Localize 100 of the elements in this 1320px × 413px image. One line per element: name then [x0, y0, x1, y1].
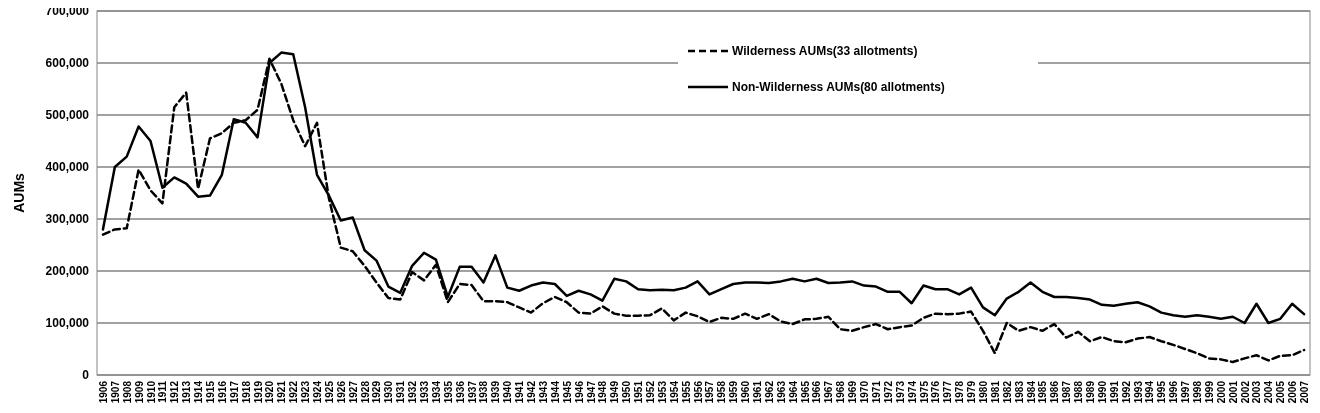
- x-tick-label: 1918: [240, 380, 252, 404]
- x-tick-label: 1929: [371, 380, 383, 404]
- x-tick-label: 1941: [514, 380, 526, 404]
- x-tick-label: 1942: [526, 380, 538, 404]
- y-tick-label: 100,000: [45, 316, 90, 331]
- x-tick-label: 1960: [740, 380, 752, 404]
- x-tick-label: 1947: [585, 380, 597, 404]
- y-tick-label: 600,000: [45, 56, 90, 71]
- x-tick-label: 1956: [692, 380, 704, 404]
- x-tick-label: 1908: [121, 380, 133, 404]
- y-tick-label: 300,000: [45, 212, 90, 227]
- x-tick-label: 1948: [597, 380, 609, 404]
- x-tick-label: 1978: [954, 380, 966, 404]
- x-tick-label: 1950: [621, 380, 633, 404]
- x-tick-label: 1991: [1108, 380, 1120, 404]
- x-tick-label: 1915: [204, 380, 216, 404]
- legend-label: Wilderness AUMs(33 allotments): [732, 44, 918, 59]
- x-tick-label: 1996: [1168, 380, 1180, 404]
- x-tick-label: 1913: [181, 380, 193, 404]
- x-tick-label: 1987: [1061, 380, 1073, 404]
- x-tick-label: 1974: [906, 380, 918, 404]
- x-tick-label: 1933: [419, 380, 431, 404]
- x-tick-label: 2000: [1215, 380, 1227, 404]
- x-tick-label: 1971: [870, 380, 882, 404]
- x-tick-label: 1921: [276, 380, 288, 404]
- x-tick-label: 1949: [609, 380, 621, 404]
- x-tick-label: 1954: [668, 380, 680, 404]
- x-tick-label: 1932: [407, 380, 419, 404]
- x-tick-label: 1973: [894, 380, 906, 404]
- x-tick-label: 1924: [312, 380, 323, 404]
- x-tick-label: 1984: [1025, 380, 1037, 404]
- x-tick-label: 1923: [300, 380, 312, 404]
- x-tick-label: 1964: [787, 380, 799, 404]
- x-tick-label: 1981: [989, 380, 1001, 404]
- x-tick-label: 1988: [1073, 380, 1085, 404]
- x-tick-label: 1961: [752, 380, 764, 404]
- x-tick-label: 1951: [633, 380, 645, 404]
- x-tick-label: 1982: [1001, 380, 1013, 404]
- x-tick-label: 1967: [823, 380, 835, 404]
- x-tick-label: 1989: [1085, 380, 1096, 404]
- x-tick-label: 1907: [109, 380, 121, 404]
- x-tick-label: 1959: [728, 380, 740, 404]
- x-tick-label: 1909: [133, 380, 145, 404]
- x-tick-label: 1946: [573, 380, 585, 404]
- x-tick-label: 1990: [1096, 380, 1108, 404]
- x-tick-label: 1922: [288, 380, 300, 404]
- x-tick-label: 1940: [502, 380, 514, 404]
- x-tick-label: 1934: [430, 380, 442, 404]
- x-tick-label: 1925: [323, 380, 335, 404]
- x-tick-label: 2001: [1227, 380, 1239, 404]
- y-tick-label: 500,000: [45, 108, 90, 123]
- y-axis-title: AUMs: [11, 172, 27, 213]
- x-tick-label: 1970: [859, 380, 871, 404]
- x-tick-label: 1976: [930, 380, 942, 404]
- x-tick-label: 1931: [395, 380, 407, 404]
- x-tick-label: 1999: [1203, 380, 1215, 404]
- x-tick-label: 1986: [1049, 380, 1061, 404]
- x-tick-label: 1966: [811, 380, 823, 404]
- x-tick-label: 1936: [454, 380, 466, 404]
- x-tick-label: 1983: [1013, 380, 1025, 404]
- x-tick-label: 1919: [252, 380, 264, 404]
- x-tick-label: 1917: [228, 380, 240, 404]
- x-tick-label: 1911: [157, 380, 169, 403]
- x-tick-label: 1972: [882, 380, 894, 404]
- x-tick-label: 1995: [1156, 380, 1168, 404]
- x-tick-label: 1957: [704, 380, 716, 404]
- x-tick-label: 2004: [1263, 380, 1275, 404]
- x-tick-label: 1958: [716, 380, 728, 404]
- x-tick-label: 1935: [442, 380, 454, 404]
- x-tick-label: 1926: [335, 380, 347, 404]
- x-tick-label: 1980: [977, 380, 989, 404]
- x-tick-label: 2002: [1239, 380, 1251, 404]
- x-tick-label: 2005: [1275, 380, 1287, 404]
- x-tick-label: 1965: [799, 380, 811, 404]
- x-tick-label: 1912: [169, 380, 181, 404]
- x-tick-label: 1914: [193, 380, 205, 404]
- y-tick-label: 200,000: [45, 264, 90, 279]
- x-tick-label: 1993: [1132, 380, 1144, 404]
- legend-label: Non-Wilderness AUMs(80 allotments): [732, 80, 945, 95]
- x-tick-label: 2006: [1287, 380, 1299, 404]
- x-tick-label: 1968: [835, 380, 847, 404]
- x-tick-label: 2007: [1299, 380, 1311, 404]
- x-tick-label: 1969: [847, 380, 859, 404]
- y-tick-label: 0: [82, 368, 90, 383]
- x-tick-label: 1953: [656, 380, 668, 404]
- x-tick-label: 1944: [549, 380, 561, 404]
- x-tick-label: 1994: [1144, 380, 1156, 404]
- x-tick-label: 1945: [561, 380, 573, 404]
- x-tick-label: 1952: [644, 380, 656, 404]
- x-tick-label: 1985: [1037, 380, 1049, 404]
- x-tick-label: 2003: [1251, 380, 1263, 404]
- x-tick-label: 1927: [347, 380, 359, 404]
- x-tick-label: 1920: [264, 380, 276, 404]
- x-tick-label: 1955: [680, 380, 692, 404]
- x-tick-label: 1939: [490, 380, 502, 404]
- x-tick-label: 1977: [942, 380, 954, 404]
- x-tick-label: 1975: [918, 380, 930, 404]
- x-tick-label: 1938: [478, 380, 490, 404]
- x-tick-label: 1916: [216, 380, 228, 404]
- x-tick-label: 1962: [763, 380, 775, 404]
